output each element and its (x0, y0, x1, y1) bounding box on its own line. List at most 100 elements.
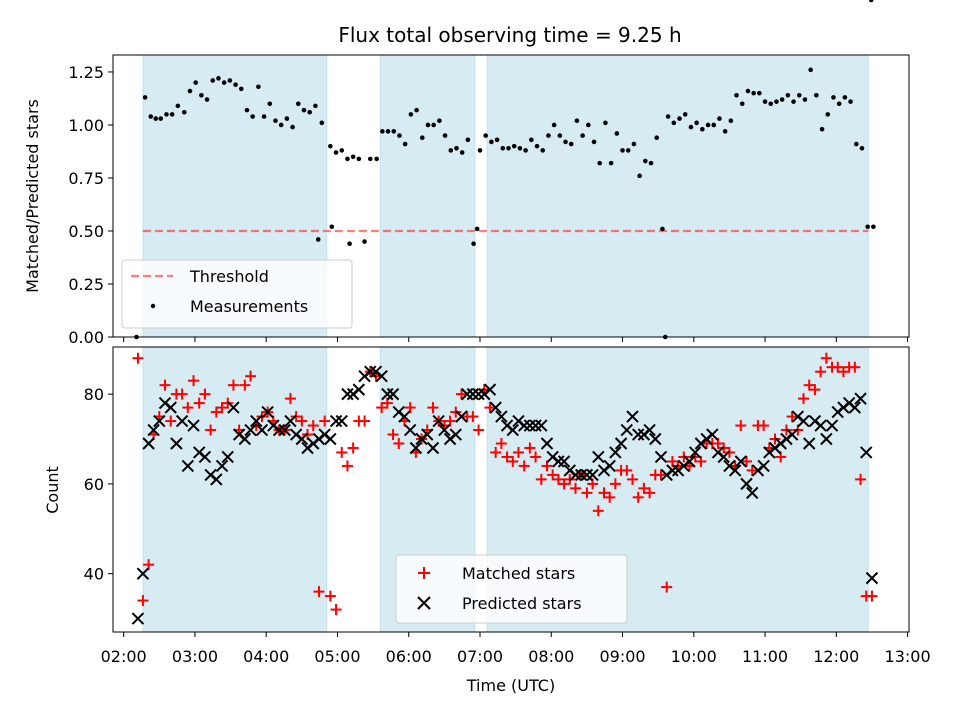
measurement-point (871, 224, 876, 230)
ratio-y-tick-label: 1.00 (68, 116, 104, 135)
predicted-star-marker (364, 365, 377, 378)
measurement-point (175, 103, 181, 109)
predicted-star-marker (854, 392, 867, 405)
measurement-point (517, 145, 523, 151)
matched-star-marker (530, 451, 542, 463)
matched-star-marker (159, 379, 171, 391)
measurement-point (836, 101, 842, 107)
predicted-star-marker (603, 459, 616, 473)
measurement-point (233, 82, 238, 87)
matched-star-marker (199, 388, 211, 400)
matched-star-marker (188, 375, 200, 387)
measurement-point (483, 133, 489, 138)
x-tick-label: 07:00 (457, 647, 503, 666)
ratio-y-tick-label: 0.25 (68, 275, 104, 294)
ratio-panel-frame (112, 54, 910, 338)
measurement-point (523, 148, 528, 153)
matched-star-marker (741, 455, 753, 467)
measurement-point (187, 88, 193, 94)
matched-star-marker (132, 352, 144, 364)
measurement-point (414, 107, 419, 113)
measurement-point (329, 224, 335, 230)
matched-star-marker (239, 379, 251, 391)
measurement-point (169, 112, 175, 117)
measurement-point (608, 160, 614, 166)
matched-star-marker (820, 352, 832, 364)
matched-star-marker (216, 402, 228, 414)
measurement-point (574, 118, 580, 124)
predicted-star-marker (860, 446, 873, 459)
measurement-point (529, 137, 534, 143)
matched-star-marker (815, 366, 827, 378)
count-y-tick-label: 60 (84, 475, 104, 494)
measurement-point (356, 156, 362, 162)
predicted-star-marker (255, 423, 269, 437)
matched-star-marker (137, 595, 149, 607)
measurement-point (339, 148, 345, 153)
matched-star-marker (387, 429, 399, 441)
matched-star-marker (143, 559, 155, 571)
time-x-axis: 02:00 03:00 04:00 05:00 06:00 07:00 08:00 09:00… (101, 632, 931, 666)
matched-star-marker (849, 361, 861, 373)
matched-star-marker (507, 455, 519, 467)
matched-star-marker (541, 460, 553, 472)
measurement-point (181, 109, 187, 115)
predicted-star-marker (506, 423, 519, 437)
x-axis-label: Time (UTC) (466, 676, 555, 695)
measurements-legend-swatch (150, 303, 156, 309)
measurement-point (568, 141, 574, 147)
measurement-point (397, 133, 402, 138)
threshold-legend-label: Threshold (189, 267, 269, 286)
measurement-point (350, 154, 356, 160)
matched-star-marker (512, 446, 524, 458)
predicted-star-marker (187, 419, 200, 432)
measurement-point (362, 239, 367, 244)
predicted-star-marker (278, 423, 291, 437)
predicted-star-marker (734, 455, 748, 468)
predicted-star-marker (557, 455, 571, 468)
ratio-y-tick-label: 1.25 (68, 63, 104, 82)
predicted-star-marker (666, 464, 679, 477)
predicted-star-marker (324, 432, 337, 446)
matched-star-marker (758, 420, 770, 432)
measurements-legend-label: Measurements (190, 297, 308, 316)
ratio-y-tick-label: 0.00 (68, 328, 104, 347)
matched-legend-swatch (418, 567, 430, 579)
measurement-point (842, 95, 848, 100)
measurement-point (244, 107, 250, 113)
predicted-star-marker (175, 414, 189, 428)
measurement-point (779, 97, 785, 102)
matched-star-marker (587, 478, 599, 490)
matched-star-marker (644, 487, 656, 499)
measurement-point (665, 114, 671, 119)
matched-star-marker (661, 581, 673, 593)
measurement-point (459, 150, 465, 155)
predicted-star-marker (689, 446, 702, 459)
predicted-star-marker (529, 419, 542, 432)
predicted-star-marker (386, 387, 400, 401)
predicted-star-marker (335, 414, 348, 428)
matched-star-marker (313, 586, 325, 598)
matched-star-marker (632, 491, 644, 503)
measurement-point (660, 226, 665, 232)
predicted-star-marker (574, 468, 588, 482)
measurement-point (148, 114, 154, 119)
predicted-star-marker (460, 387, 474, 401)
measurement-point (757, 90, 762, 96)
predicted-star-marker (449, 428, 462, 441)
ratio-y-tick-label: 0.75 (68, 169, 104, 188)
measurement-point (865, 224, 870, 230)
x-tick-label: 11:00 (742, 647, 788, 666)
predicted-star-marker (740, 477, 753, 491)
matched-star-marker (455, 388, 467, 400)
predicted-star-marker (580, 468, 594, 482)
measurement-point (267, 101, 273, 107)
matched-star-marker (695, 455, 707, 467)
matched-star-marker (404, 402, 416, 414)
ratio-legend-box (121, 259, 353, 329)
predicted-star-marker (375, 369, 388, 383)
measurement-point (734, 92, 739, 98)
predicted-star-marker (466, 387, 480, 401)
measurement-point (313, 103, 318, 109)
